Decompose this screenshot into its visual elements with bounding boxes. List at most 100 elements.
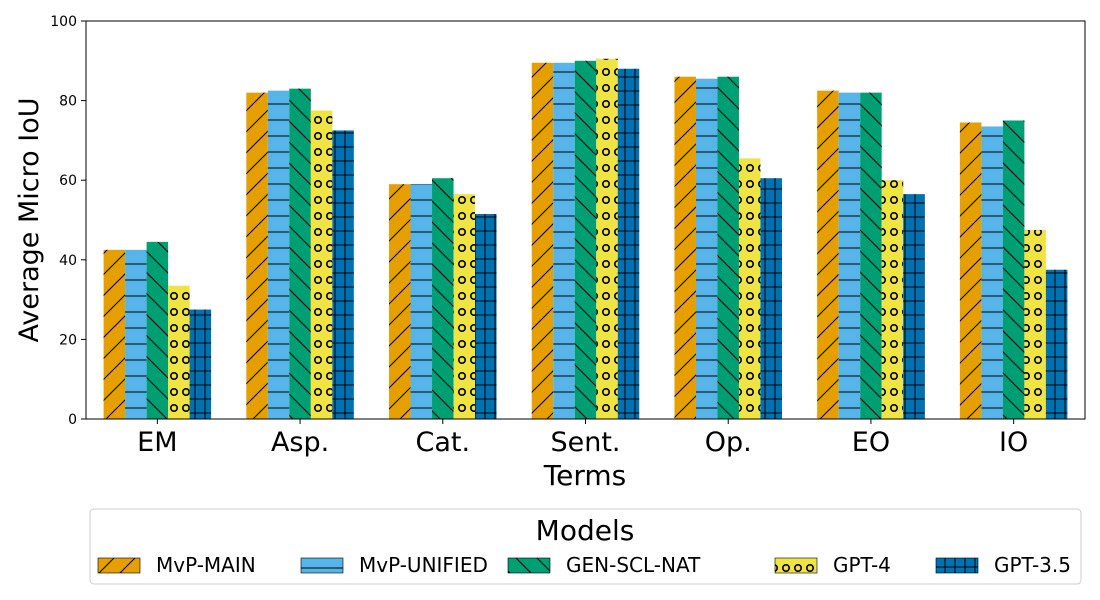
x-tick-label: Sent. bbox=[550, 427, 620, 458]
bar bbox=[389, 184, 411, 419]
bar bbox=[531, 62, 554, 419]
bar bbox=[332, 130, 354, 419]
bar bbox=[189, 309, 212, 419]
bar bbox=[310, 110, 333, 420]
bar bbox=[959, 122, 982, 420]
bar bbox=[289, 88, 311, 419]
bar bbox=[1024, 229, 1046, 419]
bar bbox=[267, 90, 290, 420]
bar-hatch bbox=[981, 126, 1003, 419]
bar-hatch bbox=[760, 178, 782, 419]
bar-hatch bbox=[1002, 120, 1025, 419]
legend-item: GEN-SCL-NAT bbox=[507, 553, 701, 577]
bar-hatch bbox=[596, 58, 618, 420]
x-tick-label: Cat. bbox=[415, 427, 470, 458]
bar-hatch bbox=[860, 92, 882, 419]
y-axis-ticks: 0 20 40 60 80 100 bbox=[50, 14, 86, 428]
legend-swatch-hatch bbox=[98, 558, 140, 573]
bar-hatch bbox=[453, 194, 476, 419]
bar-hatch bbox=[695, 78, 718, 420]
bar-hatch bbox=[332, 130, 354, 419]
bar-hatch bbox=[246, 92, 268, 419]
y-tick-label: 100 bbox=[50, 14, 77, 30]
bar-hatch bbox=[1024, 229, 1046, 419]
bar-hatch bbox=[432, 178, 454, 419]
legend-item: GPT-4 bbox=[774, 553, 891, 577]
bar bbox=[760, 178, 782, 419]
bar bbox=[453, 194, 476, 419]
bar-hatch bbox=[389, 184, 411, 419]
bar bbox=[246, 92, 268, 419]
bar bbox=[168, 285, 190, 419]
legend-item: MvP-UNIFIED bbox=[300, 553, 488, 577]
bar bbox=[596, 58, 618, 420]
bar-hatch bbox=[674, 76, 696, 419]
legend-title: Models bbox=[536, 514, 635, 547]
bar bbox=[695, 78, 718, 420]
bar-hatch bbox=[475, 214, 497, 419]
bar-hatch bbox=[410, 184, 433, 419]
bar-hatch bbox=[125, 249, 147, 419]
bar bbox=[817, 90, 839, 420]
bar bbox=[125, 249, 147, 419]
bar-hatch bbox=[817, 90, 839, 420]
legend-label: MvP-MAIN bbox=[156, 553, 256, 577]
bar bbox=[475, 214, 497, 419]
series-gpt-3-5 bbox=[189, 68, 1068, 419]
bar-hatch bbox=[531, 62, 554, 419]
legend-label: GPT-3.5 bbox=[994, 553, 1071, 577]
series-gen-scl-nat bbox=[146, 60, 1025, 420]
plot-area bbox=[103, 58, 1068, 420]
bar bbox=[717, 76, 739, 419]
x-tick-label: EM bbox=[137, 427, 177, 458]
bar-hatch bbox=[738, 158, 761, 419]
bar-hatch bbox=[1045, 269, 1068, 419]
bar-hatch bbox=[838, 92, 861, 419]
x-tick-label: IO bbox=[999, 427, 1028, 458]
bar bbox=[738, 158, 761, 419]
bar bbox=[432, 178, 454, 419]
legend-swatch-hatch bbox=[936, 558, 978, 573]
legend: Models MvP-MAIN MvP-UNIFIED GEN-SCL-NAT GPT… bbox=[89, 508, 1082, 585]
x-tick-label: EO bbox=[852, 427, 890, 458]
y-tick-label: 60 bbox=[59, 173, 77, 189]
x-tick-label: Asp. bbox=[271, 427, 329, 458]
bar bbox=[103, 249, 126, 419]
bar-hatch bbox=[617, 68, 640, 419]
bar bbox=[574, 60, 597, 420]
bar bbox=[553, 62, 575, 419]
bar bbox=[674, 76, 696, 419]
y-tick-label: 40 bbox=[59, 253, 77, 269]
bar bbox=[1045, 269, 1068, 419]
x-axis-ticks: EM Asp. Cat. Sent. Op. EO IO bbox=[137, 419, 1028, 458]
bar bbox=[1002, 120, 1025, 419]
bar bbox=[981, 126, 1003, 419]
legend-swatch-hatch bbox=[301, 558, 343, 573]
y-axis-label: Average Micro IoU bbox=[14, 98, 45, 343]
bar bbox=[617, 68, 640, 419]
series-mvp-main bbox=[103, 62, 982, 420]
bar bbox=[146, 241, 169, 419]
bar-hatch bbox=[103, 249, 126, 419]
legend-swatch-hatch bbox=[508, 558, 550, 573]
bar-hatch bbox=[881, 180, 904, 419]
y-tick-label: 80 bbox=[59, 94, 77, 110]
bar bbox=[410, 184, 433, 419]
bar-hatch bbox=[289, 88, 311, 419]
bar bbox=[860, 92, 882, 419]
series-mvp-unified bbox=[125, 62, 1003, 420]
bar bbox=[881, 180, 904, 419]
x-axis-label: Terms bbox=[543, 459, 626, 492]
legend-item: GPT-3.5 bbox=[935, 553, 1071, 577]
bar-hatch bbox=[168, 285, 190, 419]
series-gpt-4 bbox=[168, 58, 1046, 420]
bar bbox=[838, 92, 861, 419]
bar-hatch bbox=[903, 194, 925, 419]
y-tick-label: 20 bbox=[59, 332, 77, 348]
legend-label: GPT-4 bbox=[833, 553, 891, 577]
y-tick-label: 0 bbox=[68, 412, 77, 428]
bar-hatch bbox=[189, 309, 212, 419]
legend-label: GEN-SCL-NAT bbox=[566, 553, 701, 577]
legend-label: MvP-UNIFIED bbox=[359, 553, 488, 577]
